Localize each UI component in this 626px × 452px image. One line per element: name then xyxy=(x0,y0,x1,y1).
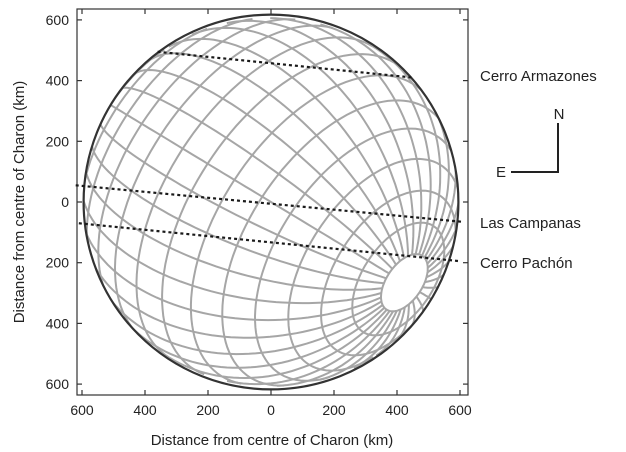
meridian-line xyxy=(108,103,390,275)
x-tick-label: 400 xyxy=(385,402,409,418)
parallel-line xyxy=(113,24,333,332)
parallel-line xyxy=(85,18,253,266)
x-tick-label: 0 xyxy=(267,402,275,418)
compass-north-label: N xyxy=(554,106,565,123)
chord-label: Cerro Armazones xyxy=(480,68,597,85)
y-axis-ticks: 600 400 200 0 200 400 600 xyxy=(46,12,468,392)
meridian-line xyxy=(270,17,423,255)
x-axis-ticks: 600 400 200 0 200 400 600 xyxy=(70,9,472,418)
meridian-line xyxy=(375,307,406,357)
meridian-line xyxy=(276,310,394,387)
chord-label: Las Campanas xyxy=(480,215,581,232)
meridian-line xyxy=(426,226,458,274)
meridian-line xyxy=(98,119,387,280)
x-tick-label: 200 xyxy=(196,402,220,418)
meridian-line xyxy=(191,26,409,257)
x-tick-label: 200 xyxy=(322,402,346,418)
chord-line xyxy=(157,50,413,79)
x-tick-label: 400 xyxy=(133,402,157,418)
chord-label: Cerro Pachón xyxy=(480,255,573,272)
y-tick-label: 400 xyxy=(46,315,70,331)
meridian-line xyxy=(97,280,384,356)
meridian-line xyxy=(119,86,394,270)
y-tick-label: 600 xyxy=(46,12,70,28)
charon-limb xyxy=(82,13,460,391)
compass: N E xyxy=(496,106,564,181)
parallel-line xyxy=(84,27,208,222)
compass-arrow xyxy=(511,123,559,173)
y-axis-title: Distance from centre of Charon (km) xyxy=(11,81,28,324)
x-axis-title: Distance from centre of Charon (km) xyxy=(151,432,394,449)
meridian-line xyxy=(125,306,386,369)
meridian-line xyxy=(226,310,391,386)
parallel-line xyxy=(135,36,373,359)
meridian-line xyxy=(84,206,382,322)
x-tick-label: 600 xyxy=(448,402,472,418)
compass-east-label: E xyxy=(496,164,506,181)
meridian-line xyxy=(90,137,385,285)
meridian-line xyxy=(132,68,397,266)
meridian-line xyxy=(168,37,405,259)
chord-line xyxy=(75,184,462,223)
y-tick-label: 400 xyxy=(46,73,70,89)
y-tick-label: 200 xyxy=(46,255,70,271)
y-tick-label: 600 xyxy=(46,376,70,392)
meridian-line xyxy=(226,19,415,255)
parallel-line xyxy=(97,18,296,303)
meridian-line xyxy=(319,310,398,381)
chord-line xyxy=(78,222,461,263)
occultation-chords: Cerro Armazones Las Campanas Cerro Pachón xyxy=(75,50,597,272)
y-tick-label: 200 xyxy=(46,133,70,149)
parallel-line xyxy=(351,221,446,337)
meridian-line xyxy=(426,167,458,265)
charon-lat-lon-grid xyxy=(84,17,458,387)
meridian-line xyxy=(84,241,382,339)
parallel-line xyxy=(380,253,429,313)
y-tick-label: 0 xyxy=(61,194,69,210)
meridian-line xyxy=(84,180,382,305)
meridian-line xyxy=(320,23,432,255)
x-tick-label: 600 xyxy=(70,402,94,418)
